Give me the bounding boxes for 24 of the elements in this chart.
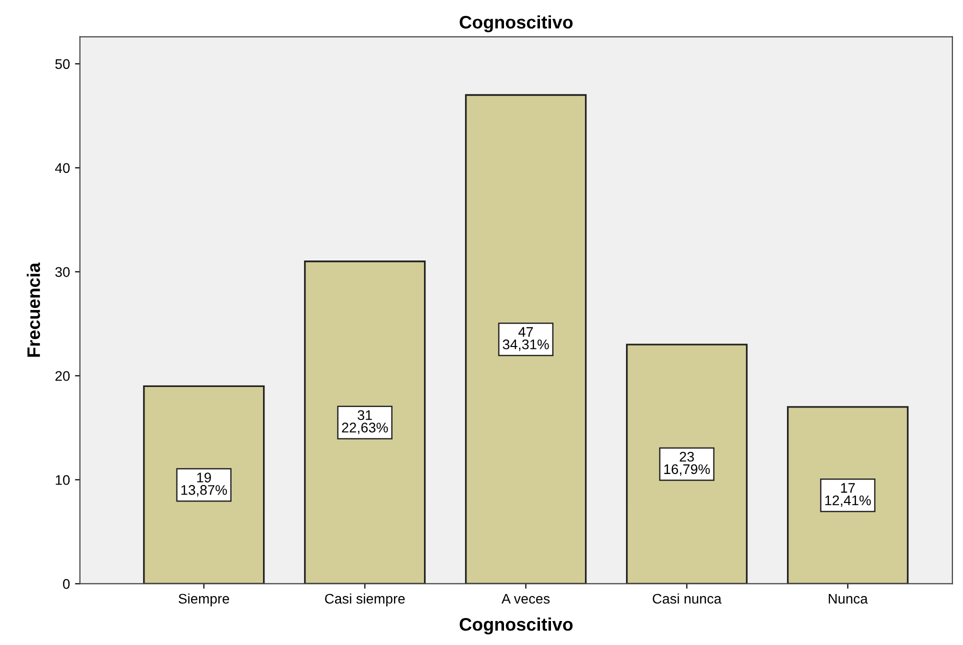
data-label: 23 16,79% — [664, 452, 710, 476]
x-tick-label: Siempre — [178, 593, 230, 606]
bar — [304, 260, 426, 584]
x-tick-label: Casi nunca — [652, 593, 722, 604]
x-axis-title: Cognoscitivo — [460, 618, 573, 634]
chart-title: Cognoscitivo — [460, 15, 573, 32]
bar — [786, 406, 909, 584]
y-tick-label: 10 — [56, 475, 70, 485]
data-label: 19 13,87% — [181, 472, 227, 497]
y-tick-label: 50 — [55, 59, 70, 69]
x-tick-label: Casi siempre — [325, 593, 405, 606]
bar — [465, 94, 587, 584]
bar — [143, 385, 265, 584]
data-label: 17 12,41% — [825, 483, 871, 507]
y-tick-label: 20 — [55, 371, 70, 381]
y-tick-label: 30 — [55, 267, 70, 277]
bar — [626, 344, 748, 584]
x-tick-label: A veces — [502, 594, 550, 604]
data-label: 31 22,63% — [342, 410, 388, 434]
y-axis-title: Frecuencia — [26, 262, 40, 357]
y-tick-label: 0 — [63, 579, 70, 589]
x-tick-label: Nunca — [828, 594, 868, 604]
data-label: 47 34,31% — [502, 327, 549, 351]
y-tick-label: 40 — [55, 163, 70, 173]
